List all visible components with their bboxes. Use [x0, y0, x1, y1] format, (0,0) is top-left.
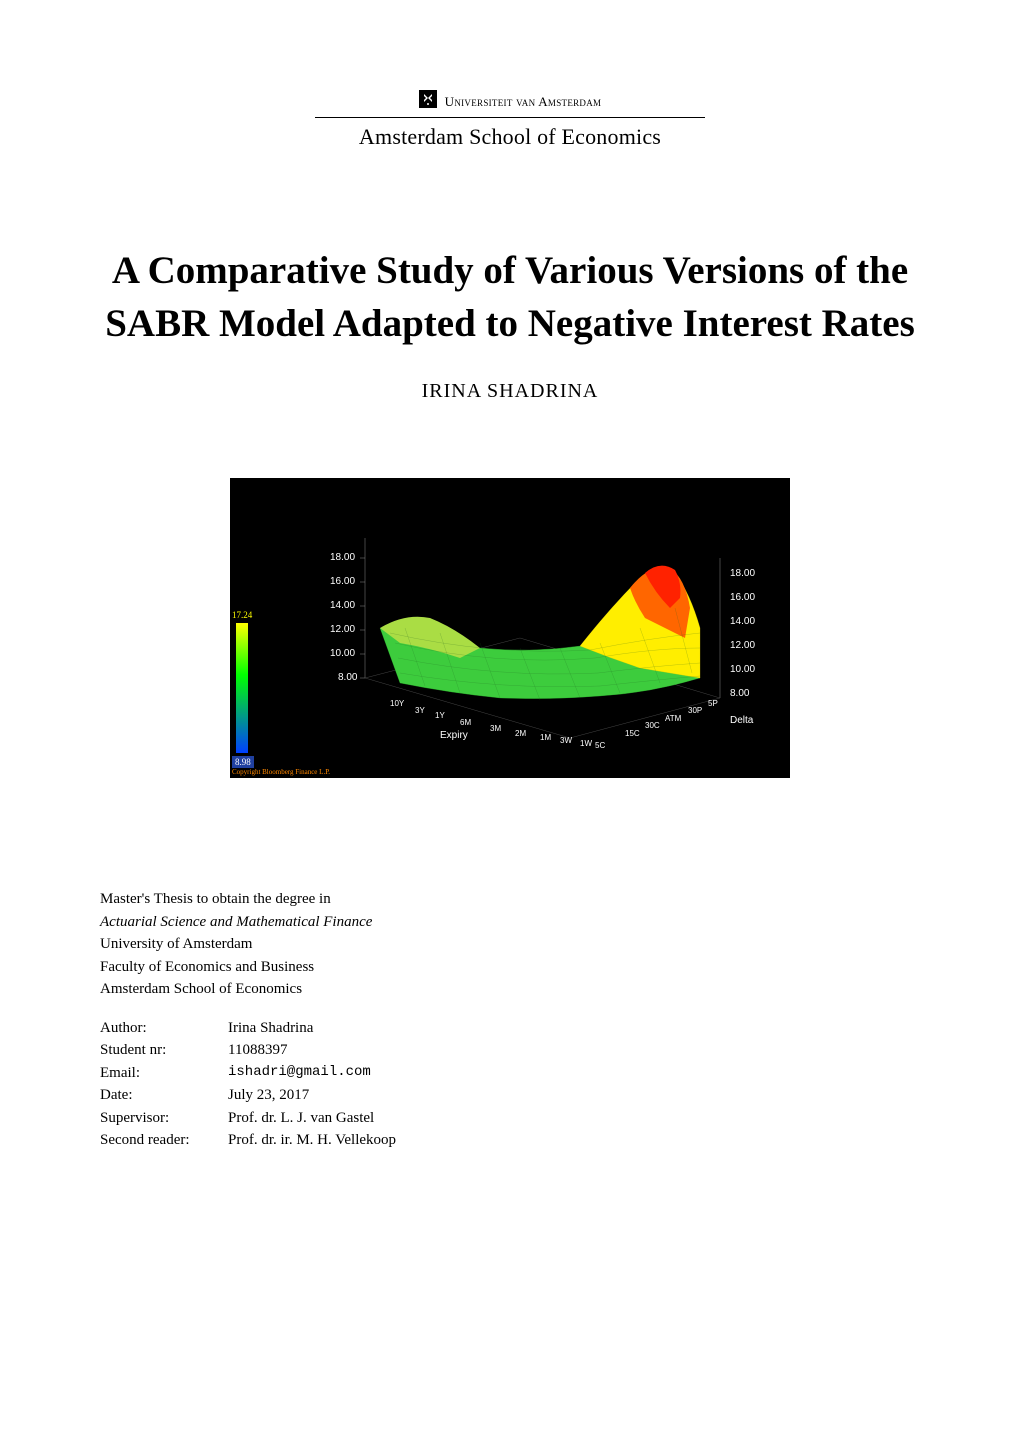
info-row-student-nr: Student nr: 11088397 — [100, 1039, 920, 1062]
y-tick-3: 30C — [645, 721, 660, 730]
z-tick-left-1: 10.00 — [330, 648, 355, 659]
z-tick-right-1: 10.00 — [730, 664, 755, 675]
header-block: Universiteit van Amsterdam Amsterdam Sch… — [100, 90, 920, 150]
y-tick-2: ATM — [665, 714, 682, 723]
z-tick-right-3: 14.00 — [730, 616, 755, 627]
z-tick-right-5: 18.00 — [730, 568, 755, 579]
z-tick-left-3: 14.00 — [330, 600, 355, 611]
y-tick-0: 5P — [708, 699, 718, 708]
z-tick-left-2: 12.00 — [330, 624, 355, 635]
info-value: Prof. dr. ir. M. H. Vellekoop — [228, 1129, 396, 1152]
info-label: Student nr: — [100, 1039, 228, 1062]
school-name: Amsterdam School of Economics — [100, 124, 920, 150]
z-tick-left-0: 8.00 — [338, 672, 358, 683]
header-divider — [315, 117, 705, 118]
z-tick-right-2: 12.00 — [730, 640, 755, 651]
degree-line1: Master's Thesis to obtain the degree in — [100, 888, 920, 911]
info-label: Second reader: — [100, 1129, 228, 1152]
info-value: ishadri@gmail.com — [228, 1062, 371, 1085]
degree-block: Master's Thesis to obtain the degree in … — [100, 888, 920, 1001]
info-label: Supervisor: — [100, 1107, 228, 1130]
x-tick-3: 6M — [460, 718, 471, 727]
figure-copyright: Copyright Bloomberg Finance L.P. — [232, 768, 330, 776]
x-tick-9: 5C — [595, 741, 605, 750]
degree-university: University of Amsterdam — [100, 933, 920, 956]
z-tick-left-5: 18.00 — [330, 552, 355, 563]
info-value: 11088397 — [228, 1039, 287, 1062]
x-tick-2: 1Y — [435, 711, 445, 720]
y-tick-1: 30P — [688, 706, 702, 715]
university-logo-icon — [419, 90, 437, 113]
y-axis-label: Delta — [730, 715, 754, 726]
info-label: Author: — [100, 1017, 228, 1040]
x-tick-5: 2M — [515, 729, 526, 738]
x-tick-4: 3M — [490, 724, 501, 733]
x-tick-8: 1W — [580, 739, 592, 748]
colorbar-min-value: 8.98 — [232, 756, 254, 768]
surface-plot-figure: 8.00 10.00 12.00 14.00 16.00 18.00 8.00 … — [230, 478, 790, 778]
surface-plot-svg: 8.00 10.00 12.00 14.00 16.00 18.00 8.00 … — [230, 478, 790, 778]
author-name: IRINA SHADRINA — [100, 380, 920, 403]
info-label: Email: — [100, 1062, 228, 1085]
degree-faculty: Faculty of Economics and Business — [100, 956, 920, 979]
info-row-email: Email: ishadri@gmail.com — [100, 1062, 920, 1085]
degree-school: Amsterdam School of Economics — [100, 978, 920, 1001]
y-tick-4: 15C — [625, 729, 640, 738]
colorbar-max-value: 17.24 — [232, 610, 252, 620]
x-tick-6: 1M — [540, 733, 551, 742]
z-tick-right-0: 8.00 — [730, 688, 750, 699]
info-row-date: Date: July 23, 2017 — [100, 1084, 920, 1107]
info-value: July 23, 2017 — [228, 1084, 309, 1107]
z-tick-left-4: 16.00 — [330, 576, 355, 587]
university-name: Universiteit van Amsterdam — [445, 94, 602, 110]
info-table: Author: Irina Shadrina Student nr: 11088… — [100, 1017, 920, 1152]
info-row-author: Author: Irina Shadrina — [100, 1017, 920, 1040]
thesis-title: A Comparative Study of Various Versions … — [100, 245, 920, 350]
university-row: Universiteit van Amsterdam — [100, 90, 920, 113]
info-row-supervisor: Supervisor: Prof. dr. L. J. van Gastel — [100, 1107, 920, 1130]
info-value: Prof. dr. L. J. van Gastel — [228, 1107, 374, 1130]
x-tick-1: 3Y — [415, 706, 425, 715]
info-row-second-reader: Second reader: Prof. dr. ir. M. H. Velle… — [100, 1129, 920, 1152]
info-label: Date: — [100, 1084, 228, 1107]
z-tick-right-4: 16.00 — [730, 592, 755, 603]
degree-program: Actuarial Science and Mathematical Finan… — [100, 911, 920, 934]
info-value: Irina Shadrina — [228, 1017, 313, 1040]
colorbar-icon — [236, 623, 248, 753]
x-tick-7: 3W — [560, 736, 572, 745]
x-axis-label: Expiry — [440, 730, 468, 741]
x-tick-0: 10Y — [390, 699, 405, 708]
